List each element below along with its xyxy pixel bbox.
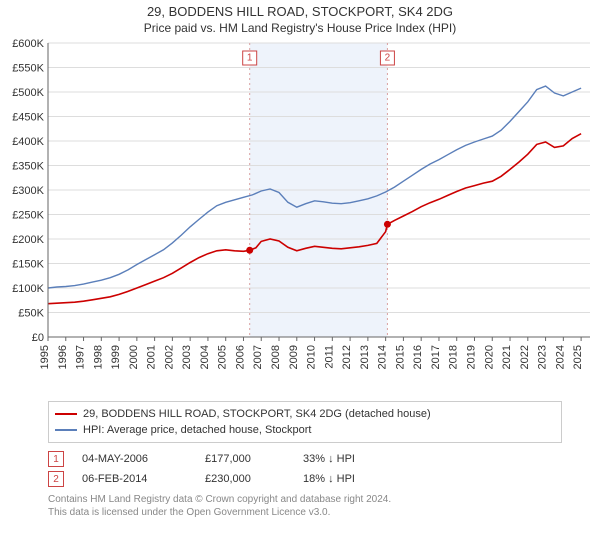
svg-text:2016: 2016 bbox=[412, 345, 424, 369]
svg-text:2014: 2014 bbox=[377, 345, 389, 369]
svg-text:£500K: £500K bbox=[12, 87, 44, 99]
svg-text:2003: 2003 bbox=[181, 345, 193, 369]
svg-text:2010: 2010 bbox=[306, 345, 318, 369]
svg-text:2005: 2005 bbox=[217, 345, 229, 369]
svg-text:1999: 1999 bbox=[110, 345, 122, 369]
line-chart: £0 £50K £100K £150K £200K £250K £300K £350K £400… bbox=[0, 37, 600, 397]
sale-marker-number: 2 bbox=[48, 471, 64, 487]
legend-label: 29, BODDENS HILL ROAD, STOCKPORT, SK4 2D… bbox=[83, 408, 431, 420]
svg-text:2004: 2004 bbox=[199, 345, 211, 369]
svg-text:2000: 2000 bbox=[128, 345, 140, 369]
svg-text:1998: 1998 bbox=[92, 345, 104, 369]
svg-text:£100K: £100K bbox=[12, 283, 44, 295]
svg-text:£600K: £600K bbox=[12, 38, 44, 50]
svg-text:£250K: £250K bbox=[12, 210, 44, 222]
sale-marker-number: 1 bbox=[48, 451, 64, 467]
svg-text:2002: 2002 bbox=[163, 345, 175, 369]
svg-text:2020: 2020 bbox=[483, 345, 495, 369]
sale-price: £177,000 bbox=[205, 453, 285, 465]
svg-text:1996: 1996 bbox=[57, 345, 69, 369]
svg-text:1: 1 bbox=[247, 53, 253, 64]
svg-text:£150K: £150K bbox=[12, 259, 44, 271]
svg-text:2007: 2007 bbox=[252, 345, 264, 369]
legend-item: 29, BODDENS HILL ROAD, STOCKPORT, SK4 2D… bbox=[55, 406, 555, 422]
svg-text:2013: 2013 bbox=[359, 345, 371, 369]
svg-text:£300K: £300K bbox=[12, 185, 44, 197]
svg-text:2006: 2006 bbox=[234, 345, 246, 369]
legend-swatch bbox=[55, 429, 77, 431]
title-block: 29, BODDENS HILL ROAD, STOCKPORT, SK4 2D… bbox=[0, 0, 600, 37]
svg-text:£550K: £550K bbox=[12, 63, 44, 75]
svg-text:£50K: £50K bbox=[18, 308, 44, 320]
footer-attribution: Contains HM Land Registry data © Crown c… bbox=[48, 493, 562, 519]
sale-hpi-diff: 33% ↓ HPI bbox=[303, 453, 413, 465]
svg-text:£450K: £450K bbox=[12, 112, 44, 124]
svg-text:£350K: £350K bbox=[12, 161, 44, 173]
footer-line-2: This data is licensed under the Open Gov… bbox=[48, 506, 562, 519]
svg-text:2021: 2021 bbox=[501, 345, 513, 369]
sale-date: 04-MAY-2006 bbox=[82, 453, 187, 465]
svg-text:£400K: £400K bbox=[12, 136, 44, 148]
svg-text:2008: 2008 bbox=[270, 345, 282, 369]
legend: 29, BODDENS HILL ROAD, STOCKPORT, SK4 2D… bbox=[48, 401, 562, 443]
svg-text:2023: 2023 bbox=[537, 345, 549, 369]
svg-text:1995: 1995 bbox=[39, 345, 51, 369]
svg-text:£0: £0 bbox=[32, 332, 44, 344]
legend-item: HPI: Average price, detached house, Stoc… bbox=[55, 422, 555, 438]
sales-table: 1 04-MAY-2006 £177,000 33% ↓ HPI 2 06-FEB-201… bbox=[48, 449, 600, 489]
svg-text:2009: 2009 bbox=[288, 345, 300, 369]
svg-text:2017: 2017 bbox=[430, 345, 442, 369]
page: 29, BODDENS HILL ROAD, STOCKPORT, SK4 2D… bbox=[0, 0, 600, 560]
svg-text:2018: 2018 bbox=[448, 345, 460, 369]
svg-text:2025: 2025 bbox=[572, 345, 584, 369]
svg-text:2019: 2019 bbox=[465, 345, 477, 369]
svg-text:1997: 1997 bbox=[75, 345, 87, 369]
legend-swatch bbox=[55, 413, 77, 415]
svg-text:2001: 2001 bbox=[146, 345, 158, 369]
footer-line-1: Contains HM Land Registry data © Crown c… bbox=[48, 493, 562, 506]
svg-text:2011: 2011 bbox=[323, 345, 335, 369]
sale-hpi-diff: 18% ↓ HPI bbox=[303, 473, 413, 485]
svg-text:2015: 2015 bbox=[394, 345, 406, 369]
sale-row: 2 06-FEB-2014 £230,000 18% ↓ HPI bbox=[48, 469, 600, 489]
sale-price: £230,000 bbox=[205, 473, 285, 485]
sale-row: 1 04-MAY-2006 £177,000 33% ↓ HPI bbox=[48, 449, 600, 469]
chart-area: £0 £50K £100K £150K £200K £250K £300K £350K £400… bbox=[0, 37, 600, 397]
legend-label: HPI: Average price, detached house, Stoc… bbox=[83, 424, 312, 436]
svg-text:2: 2 bbox=[385, 53, 391, 64]
svg-text:2022: 2022 bbox=[519, 345, 531, 369]
svg-text:2012: 2012 bbox=[341, 345, 353, 369]
svg-text:2024: 2024 bbox=[554, 345, 566, 369]
sale-date: 06-FEB-2014 bbox=[82, 473, 187, 485]
chart-title: 29, BODDENS HILL ROAD, STOCKPORT, SK4 2D… bbox=[0, 4, 600, 19]
svg-text:£200K: £200K bbox=[12, 234, 44, 246]
chart-subtitle: Price paid vs. HM Land Registry's House … bbox=[0, 21, 600, 35]
